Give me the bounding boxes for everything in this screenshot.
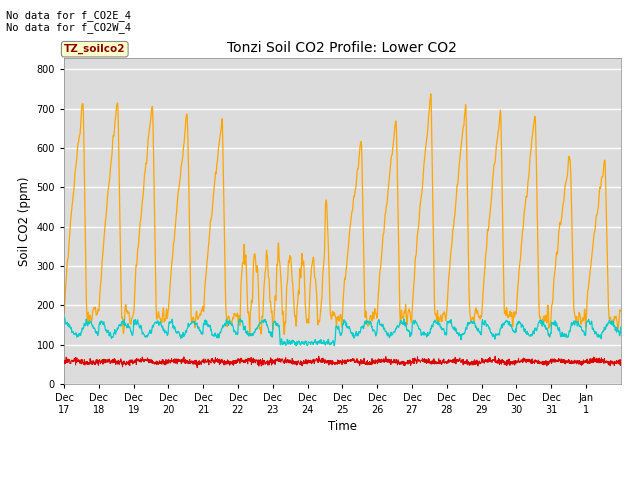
Title: Tonzi Soil CO2 Profile: Lower CO2: Tonzi Soil CO2 Profile: Lower CO2 bbox=[227, 41, 458, 55]
Tree -8cm bbox=[427, 91, 435, 97]
Open -8cm bbox=[511, 361, 518, 367]
Tree2 -8cm bbox=[609, 318, 617, 324]
Line: Open -8cm: Open -8cm bbox=[64, 356, 621, 368]
X-axis label: Time: Time bbox=[328, 420, 357, 433]
Tree -8cm bbox=[609, 319, 617, 324]
Open -8cm bbox=[60, 358, 68, 364]
Y-axis label: Soil CO2 (ppm): Soil CO2 (ppm) bbox=[18, 176, 31, 265]
Tree2 -8cm bbox=[542, 326, 550, 332]
Tree2 -8cm bbox=[60, 315, 68, 321]
Text: TZ_soilco2: TZ_soilco2 bbox=[64, 44, 125, 54]
Open -8cm bbox=[376, 360, 384, 365]
Tree -8cm bbox=[116, 196, 124, 202]
Line: Tree -8cm: Tree -8cm bbox=[64, 94, 621, 335]
Open -8cm bbox=[609, 361, 617, 367]
Tree -8cm bbox=[542, 312, 550, 318]
Tree -8cm bbox=[60, 311, 68, 317]
Tree2 -8cm bbox=[236, 319, 244, 324]
Tree2 -8cm bbox=[292, 343, 300, 348]
Tree -8cm bbox=[511, 314, 518, 320]
Tree -8cm bbox=[376, 268, 384, 274]
Tree2 -8cm bbox=[376, 322, 384, 328]
Open -8cm bbox=[116, 361, 124, 367]
Text: No data for f_CO2E_4
No data for f_CO2W_4: No data for f_CO2E_4 No data for f_CO2W_… bbox=[6, 10, 131, 33]
Tree2 -8cm bbox=[617, 324, 625, 330]
Open -8cm bbox=[236, 360, 244, 366]
Tree -8cm bbox=[236, 323, 244, 328]
Open -8cm bbox=[617, 359, 625, 364]
Tree -8cm bbox=[280, 332, 288, 337]
Line: Tree2 -8cm: Tree2 -8cm bbox=[64, 318, 621, 346]
Open -8cm bbox=[492, 353, 499, 359]
Tree -8cm bbox=[617, 307, 625, 313]
Tree2 -8cm bbox=[510, 329, 518, 335]
Tree2 -8cm bbox=[116, 322, 124, 328]
Open -8cm bbox=[193, 365, 201, 371]
Open -8cm bbox=[542, 358, 550, 363]
